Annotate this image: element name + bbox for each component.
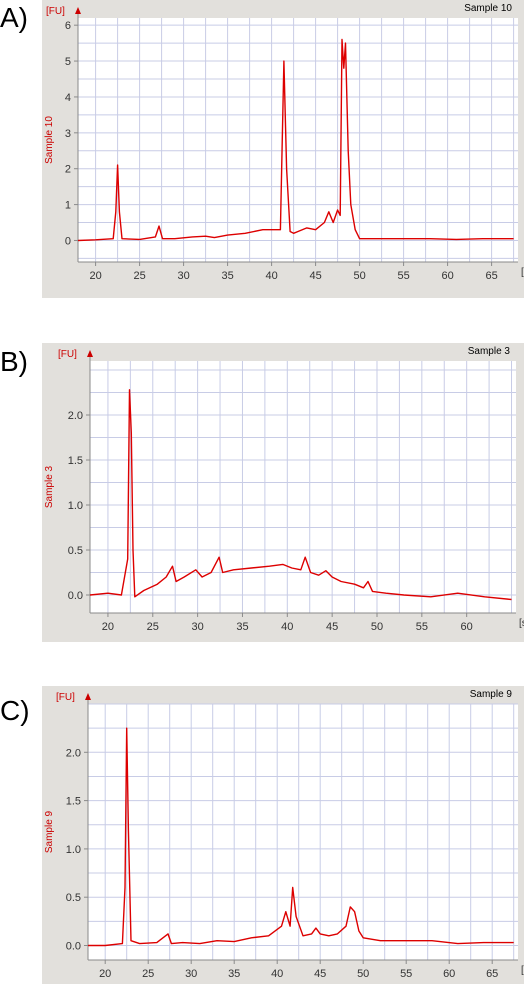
electropherogram-panel-b: 0.0 0.5 1.0 1.5 2.0 20 25 30 35 40 45 50 55 60 [FU] [s]… (42, 343, 524, 642)
x-tick-label: 45 (309, 270, 321, 282)
x-tick-label: 25 (147, 621, 159, 633)
electropherogram-chart-b: 0.0 0.5 1.0 1.5 2.0 20 25 30 35 40 45 50 55 60 [FU] [s]… (42, 343, 524, 642)
y-unit-label: [FU] (58, 349, 77, 360)
y-axis-label: Sample 9 (44, 810, 55, 853)
x-tick-label: 50 (357, 968, 369, 980)
x-tick-label: 25 (133, 270, 145, 282)
x-unit-label: [s] (519, 618, 524, 629)
y-axis-label: Sample 10 (44, 116, 55, 164)
x-tick-label: 60 (443, 968, 455, 980)
y-tick-label: 5 (65, 56, 71, 68)
chart-title: Sample 9 (470, 689, 513, 700)
x-tick-label: 65 (486, 968, 498, 980)
y-axis-arrow-icon (87, 350, 93, 357)
x-tick-label: 20 (102, 621, 114, 633)
signal-trace (89, 389, 512, 601)
y-unit-label: [FU] (56, 692, 75, 703)
y-tick-label: 0.0 (66, 941, 81, 953)
x-tick-label: 60 (441, 270, 453, 282)
electropherogram-panel-a: 012345620253035404550556065[FU][s]Sample… (42, 0, 524, 298)
y-tick-label: 0.5 (66, 892, 81, 904)
plot-area (88, 704, 518, 960)
y-tick-label: 2.0 (66, 747, 81, 759)
grid (78, 18, 518, 262)
plot-area (78, 18, 518, 262)
x-tick-label: 40 (271, 968, 283, 980)
x-tick-label: 45 (326, 621, 338, 633)
x-tick-label: 40 (265, 270, 277, 282)
y-tick-label: 1.5 (68, 455, 83, 467)
y-tick-label: 1.5 (66, 796, 81, 808)
x-unit-label: [s] (521, 267, 524, 278)
x-tick-label: 20 (89, 270, 101, 282)
panel-label-b: B) (0, 346, 28, 377)
x-tick-label: 65 (485, 270, 497, 282)
x-tick-label: 30 (177, 270, 189, 282)
x-tick-label: 50 (353, 270, 365, 282)
y-tick-label: 1.0 (66, 844, 81, 856)
y-tick-label: 0 (65, 235, 71, 247)
y-tick-label: 2.0 (68, 410, 83, 422)
electropherogram-chart-c: 0.0 0.5 1.0 1.5 2.0 20 25 30 35 40 45 50 55 60 65 [FU] [… (42, 686, 524, 984)
grid (90, 361, 516, 613)
x-tick-label: 30 (191, 621, 203, 633)
chart-title: Sample 3 (468, 346, 511, 357)
y-axis-arrow-icon (85, 693, 91, 700)
x-tick-label: 55 (400, 968, 412, 980)
y-tick-label: 6 (65, 20, 71, 32)
x-tick-label: 35 (221, 270, 233, 282)
x-tick-label: 40 (281, 621, 293, 633)
x-tick-label: 60 (461, 621, 473, 633)
y-tick-label: 0.0 (68, 590, 83, 602)
x-tick-label: 50 (371, 621, 383, 633)
y-axis-arrow-icon (75, 7, 81, 14)
plot-area (90, 361, 516, 613)
y-tick-label: 1.0 (68, 500, 83, 512)
y-unit-label: [FU] (46, 6, 65, 17)
panel-label-c: C) (0, 695, 30, 726)
x-tick-label: 45 (314, 968, 326, 980)
y-tick-label: 0.5 (68, 545, 83, 557)
panel-label-a: A) (0, 2, 28, 33)
x-unit-label: [s] (521, 965, 524, 976)
x-tick-label: 20 (99, 968, 111, 980)
x-tick-label: 55 (416, 621, 428, 633)
signal-trace (77, 38, 514, 242)
y-tick-label: 1 (65, 200, 71, 212)
x-tick-label: 30 (185, 968, 197, 980)
chart-title: Sample 10 (464, 3, 512, 14)
y-tick-label: 4 (65, 92, 71, 104)
electropherogram-panel-c: 0.0 0.5 1.0 1.5 2.0 20 25 30 35 40 45 50 55 60 65 [FU] [… (42, 686, 524, 984)
y-tick-label: 2 (65, 164, 71, 176)
grid (88, 703, 518, 960)
x-tick-label: 25 (142, 968, 154, 980)
y-tick-label: 3 (65, 128, 71, 140)
x-tick-label: 35 (228, 968, 240, 980)
y-axis-label: Sample 3 (44, 465, 55, 508)
x-tick-label: 55 (397, 270, 409, 282)
x-tick-label: 35 (236, 621, 248, 633)
signal-trace (88, 727, 514, 947)
electropherogram-chart-a: 012345620253035404550556065[FU][s]Sample… (42, 0, 524, 298)
